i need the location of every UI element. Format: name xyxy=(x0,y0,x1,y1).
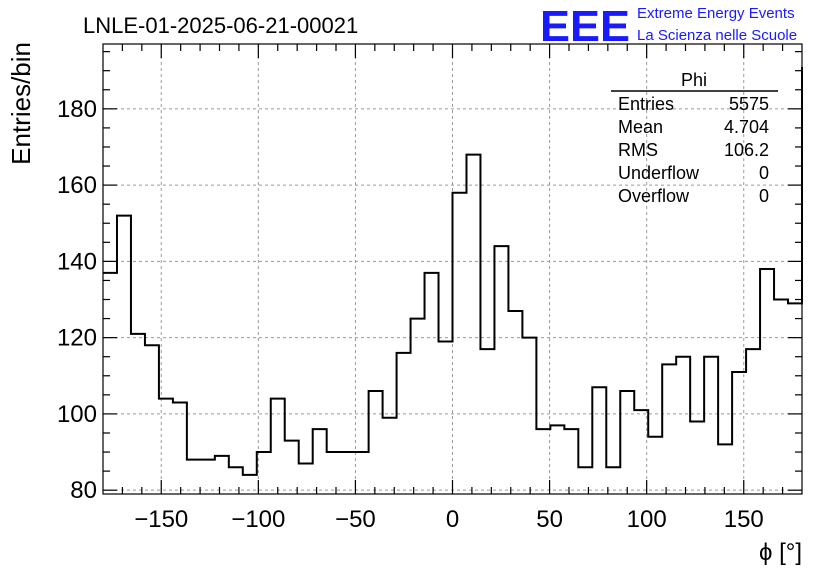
eee-logo: EEE Extreme Energy Events La Scienza nel… xyxy=(540,2,797,51)
histogram-bin xyxy=(383,418,397,494)
histogram-bin xyxy=(788,303,802,494)
grid-lines xyxy=(103,44,802,494)
histogram-bin xyxy=(648,437,662,494)
stats-title: Phi xyxy=(681,70,707,90)
histogram-bin xyxy=(327,452,341,494)
stats-label-overflow: Overflow xyxy=(618,186,690,206)
y-tick-labels: 80 100 120 140 160 180 xyxy=(57,96,97,504)
histogram-bin xyxy=(760,269,774,494)
histogram-bin xyxy=(662,364,676,494)
stats-label-underflow: Underflow xyxy=(618,163,700,183)
histogram-bin xyxy=(774,300,788,494)
histogram-bin xyxy=(313,429,327,494)
histogram-bin xyxy=(550,425,564,494)
histogram-bin xyxy=(187,460,201,494)
histogram-bin xyxy=(285,441,299,494)
eee-logo-mark: EEE xyxy=(540,2,630,51)
x-tick-label: −150 xyxy=(134,506,188,533)
histogram-bin xyxy=(215,456,229,494)
histogram-bin xyxy=(439,341,453,494)
stats-label-rms: RMS xyxy=(618,140,658,160)
y-tick-label: 140 xyxy=(57,248,97,275)
y-tick-label: 180 xyxy=(57,96,97,123)
histogram-bin xyxy=(243,475,257,494)
logo-line-2: La Scienza nelle Scuole xyxy=(637,27,797,44)
histogram-bin xyxy=(592,387,606,494)
histogram-bin xyxy=(494,246,508,494)
x-tick-label: −100 xyxy=(231,506,285,533)
histogram-bin xyxy=(201,460,215,494)
x-tick-label: 50 xyxy=(536,506,563,533)
stats-value-overflow: 0 xyxy=(759,186,769,206)
histogram-bin xyxy=(746,349,760,494)
x-tick-label: 150 xyxy=(724,506,764,533)
histogram-bin xyxy=(620,391,634,494)
histogram-bin xyxy=(732,372,746,494)
logo-line-1: Extreme Energy Events xyxy=(637,5,795,22)
histogram-bin xyxy=(564,429,578,494)
chart-title: LNLE-01-2025-06-21-00021 xyxy=(83,13,358,38)
x-tick-label: −50 xyxy=(335,506,376,533)
y-tick-label: 160 xyxy=(57,172,97,199)
y-tick-label: 120 xyxy=(57,325,97,352)
histogram-bin xyxy=(480,349,494,494)
histogram-bin xyxy=(425,273,439,494)
y-tick-label: 100 xyxy=(57,401,97,428)
x-tick-label: 100 xyxy=(627,506,667,533)
histogram-bin xyxy=(103,273,117,494)
stats-value-rms: 106.2 xyxy=(724,140,769,160)
histogram-bin xyxy=(676,357,690,494)
axis-ticks xyxy=(103,44,802,494)
histogram-bin xyxy=(369,391,383,494)
histogram-bin xyxy=(536,429,550,494)
histogram-bin xyxy=(508,311,522,494)
stats-value-entries: 5575 xyxy=(729,94,769,114)
x-tick-label: 0 xyxy=(446,506,459,533)
stats-value-underflow: 0 xyxy=(759,163,769,183)
histogram-bin xyxy=(453,193,467,494)
y-axis-label: Entries/bin xyxy=(6,42,36,165)
histogram-bin xyxy=(411,319,425,494)
histogram-bin xyxy=(718,444,732,494)
stats-label-entries: Entries xyxy=(618,94,674,114)
histogram-bin xyxy=(271,399,285,494)
histogram-bin xyxy=(341,452,355,494)
x-axis-label: ϕ [°] xyxy=(759,539,802,566)
histogram-bin xyxy=(117,216,131,494)
histogram-bin xyxy=(173,402,187,494)
histogram-bin xyxy=(355,452,369,494)
histogram-bin xyxy=(466,155,480,494)
histogram-bin xyxy=(704,357,718,494)
y-tick-label: 80 xyxy=(70,477,97,504)
stats-box: Phi Entries 5575 Mean 4.704 RMS 106.2 Un… xyxy=(611,70,778,206)
histogram-bin xyxy=(690,422,704,494)
stats-value-mean: 4.704 xyxy=(724,117,769,137)
histogram-bin xyxy=(145,345,159,494)
histogram-outline xyxy=(103,66,803,476)
histogram-bin xyxy=(397,353,411,494)
histogram-bin xyxy=(299,463,313,494)
x-tick-labels: −150 −100 −50 0 50 100 150 xyxy=(134,506,764,533)
stats-label-mean: Mean xyxy=(618,117,663,137)
histogram-bin xyxy=(522,338,536,494)
